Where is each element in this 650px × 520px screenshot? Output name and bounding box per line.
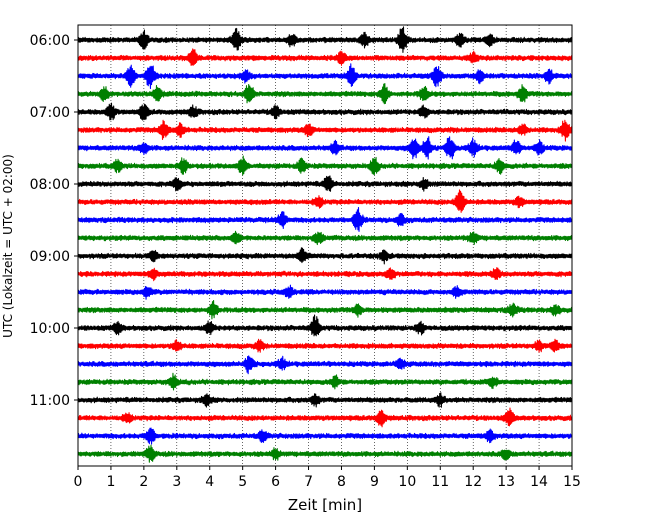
trace-0630: [77, 63, 573, 90]
x-tick-label: 3: [172, 474, 181, 490]
trace-1145: [77, 444, 573, 463]
trace-1015: [77, 338, 573, 353]
y-tick-label: 10:00: [30, 321, 70, 337]
y-axis: 06:00 07:00 08:00 09:00 10:00 11:00: [30, 33, 78, 409]
x-tick-label: 0: [74, 474, 83, 490]
y-tick-label: 11:00: [30, 393, 70, 409]
trace-0615: [77, 48, 573, 66]
trace-1045: [77, 372, 573, 391]
trace-0600: [77, 26, 573, 53]
trace-0830: [77, 206, 573, 232]
trace-1100: [77, 392, 573, 408]
trace-0700: [77, 102, 573, 121]
x-axis-label: Zeit [min]: [288, 496, 362, 514]
trace-1030: [77, 355, 573, 375]
x-tick-label: 12: [464, 474, 482, 490]
trace-0845: [77, 230, 573, 246]
trace-group: [77, 26, 573, 463]
trace-0930: [77, 284, 573, 300]
trace-0900: [77, 247, 573, 265]
y-tick-label: 08:00: [30, 177, 70, 193]
x-tick-label: 13: [497, 474, 515, 490]
x-tick-label: 5: [238, 474, 247, 490]
trace-1130: [77, 427, 573, 445]
trace-0800: [77, 175, 573, 192]
y-axis-label: UTC (Lokalzeit = UTC + 02:00): [1, 154, 15, 338]
trace-1115: [77, 407, 573, 428]
x-axis: 0 1 2 3 4 5 6 7 8 9 10 11 12 13 14 15: [74, 466, 581, 490]
x-tick-label: 15: [563, 474, 581, 490]
trace-0815: [77, 189, 573, 213]
y-tick-label: 06:00: [30, 33, 70, 49]
trace-0745: [77, 155, 573, 176]
x-tick-label: 6: [271, 474, 280, 490]
x-tick-label: 4: [205, 474, 214, 490]
y-tick-label: 07:00: [30, 105, 70, 121]
x-tick-label: 9: [370, 474, 379, 490]
x-tick-label: 7: [304, 474, 313, 490]
y-tick-label: 09:00: [30, 249, 70, 265]
trace-0915: [77, 267, 573, 282]
x-tick-label: 11: [431, 474, 449, 490]
trace-0645: [77, 82, 573, 105]
trace-0730: [77, 136, 573, 160]
trace-0945: [77, 300, 573, 320]
x-tick-label: 14: [530, 474, 548, 490]
x-tick-label: 10: [398, 474, 416, 490]
trace-0715: [77, 119, 573, 142]
x-tick-label: 1: [106, 474, 115, 490]
plot-frame: [77, 24, 573, 467]
x-tick-label: 2: [139, 474, 148, 490]
x-tick-label: 8: [337, 474, 346, 490]
trace-1000: [77, 314, 573, 337]
